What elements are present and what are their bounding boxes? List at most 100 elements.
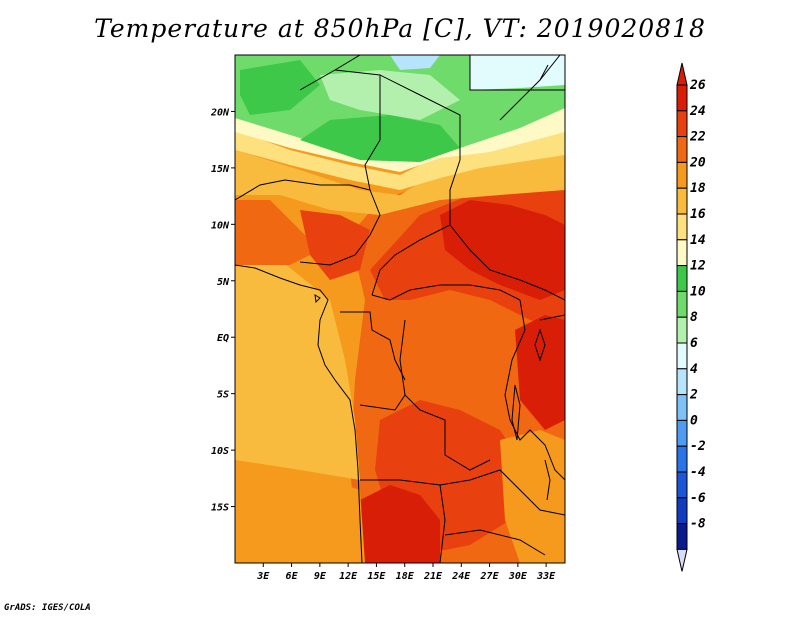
colorbar-max-arrow: [676, 62, 688, 86]
temperature-field: [235, 55, 565, 563]
colorbar-bin: [676, 110, 688, 138]
colorbar-label: -4: [690, 465, 706, 480]
lon-tick-label: 15E: [367, 571, 386, 582]
lat-tick-label: 5N: [217, 277, 230, 288]
colorbar-label: -6: [690, 491, 706, 506]
colorbar-bin: [676, 136, 688, 163]
colorbar-label: 8: [690, 310, 698, 325]
colorbar-min-arrow: [676, 548, 688, 572]
colorbar-label: -2: [690, 439, 706, 454]
colorbar-label: 24: [689, 104, 706, 119]
longitude-axis: 3E 6E 9E 12E 15E 18E 21E 24E 27E 30E 33E: [256, 563, 556, 582]
lon-tick-label: 18E: [396, 571, 415, 582]
colorbar-label: 4: [690, 362, 698, 377]
sahara-border-ne: [334, 69, 461, 160]
colorbar-bin: [676, 84, 688, 112]
chad-car-border: [371, 159, 461, 296]
lat-tick-label: 10S: [211, 446, 229, 457]
lat-tick-label: 20N: [210, 107, 230, 118]
lon-tick-label: 9E: [314, 571, 327, 582]
colorbar-bin: [676, 368, 688, 396]
field-zone-18-atlantic: [235, 260, 360, 480]
colorbar-label: 16: [690, 207, 706, 222]
colorbar-bin: [676, 316, 688, 344]
colorbar-bin: [676, 497, 688, 525]
niger-chad-border: [364, 75, 381, 191]
field-zone-24-west: [300, 210, 370, 280]
sudan-border: [449, 224, 565, 301]
east-africa-border: [509, 419, 565, 481]
field-zone-8-sahara: [320, 70, 460, 120]
field-zone-22-west: [235, 200, 320, 265]
lake-malawi: [544, 459, 551, 501]
colorbar-label: -8: [690, 517, 706, 532]
lon-tick-label: 21E: [423, 571, 443, 582]
colorbar-bin: [676, 471, 688, 499]
field-zone-16-sahel: [235, 130, 565, 190]
lat-tick-label: EQ: [217, 333, 229, 344]
great-lakes-border: [504, 299, 526, 421]
field-zone-26-east: [515, 315, 565, 430]
colorbar-label: 20: [689, 155, 706, 170]
colorbar-bin: [676, 213, 688, 241]
congo-border: [340, 311, 406, 381]
field-zone-4-north: [390, 55, 440, 70]
lon-tick-label: 6E: [286, 571, 299, 582]
latitude-axis: 20N 15N 10N 5N EQ 5S 10S 15S: [210, 107, 235, 514]
map-frame: [234, 54, 566, 564]
field-zone-26-north: [440, 200, 565, 300]
egypt-border: [469, 55, 565, 91]
field-zone-20-southeast: [500, 430, 565, 563]
lon-tick-label: 27E: [480, 571, 500, 582]
lon-tick-label: 3E: [256, 571, 270, 582]
colorbar-bin: [676, 419, 688, 447]
colorbar-bin: [676, 445, 688, 473]
lon-tick-label: 30E: [508, 571, 528, 582]
colorbar-label: 22: [689, 130, 706, 145]
colorbar-bin: [676, 290, 688, 318]
colorbar-label: 12: [690, 259, 706, 274]
zambia-border: [439, 469, 565, 516]
field-zone-20-atlantic: [235, 460, 365, 563]
field-zone-6-northeast: [470, 55, 565, 90]
lon-tick-label: 12E: [339, 571, 358, 582]
colorbar-label: 14: [690, 233, 706, 248]
kenya-border: [539, 314, 565, 321]
car-drc-border: [371, 284, 521, 301]
colorbar-label: 18: [690, 181, 706, 196]
colorbar-bin: [676, 394, 688, 421]
lake-tanganyika: [511, 384, 521, 441]
country-borders: [235, 55, 565, 563]
colorbar-bin: [676, 342, 688, 370]
lake-small: [314, 294, 321, 304]
southern-border: [444, 529, 546, 556]
lat-tick-label: 10N: [211, 220, 230, 231]
lon-tick-label: 24E: [451, 571, 471, 582]
colorbar-label: 26: [689, 78, 706, 93]
lake-victoria: [534, 328, 546, 362]
colorbar-bin: [676, 265, 688, 292]
colorbar-label: 10: [690, 284, 706, 299]
map-title: Temperature at 850hPa [C], VT: 201902081…: [94, 14, 706, 43]
lat-tick-label: 5S: [217, 390, 229, 401]
colorbar-label: 0: [690, 413, 698, 428]
lakes: [314, 294, 551, 501]
grads-credit: GrADS: IGES/COLA: [4, 603, 91, 613]
field-zone-26-south: [360, 485, 440, 563]
colorbar-bin: [676, 187, 688, 215]
colorbar-bin: [676, 161, 688, 189]
atlantic-coastline: [235, 264, 363, 563]
lon-tick-label: 33E: [536, 571, 556, 582]
colorbar-bin: [676, 523, 688, 550]
lat-tick-label: 15S: [211, 503, 229, 514]
angola-drc-border: [404, 394, 491, 471]
red-sea-coast: [539, 64, 549, 81]
colorbar-label: 6: [690, 336, 698, 351]
nile-coast: [499, 55, 561, 121]
lat-tick-label: 15N: [211, 164, 230, 175]
field-zone-12-northwest: [240, 60, 320, 115]
colorbar-label: 2: [689, 388, 698, 403]
colorbar-bin: [676, 239, 688, 267]
